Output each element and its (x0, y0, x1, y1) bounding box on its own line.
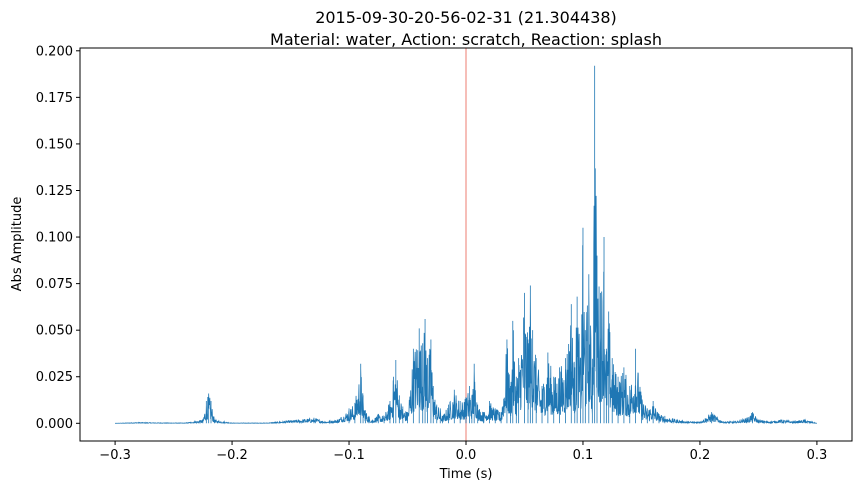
axes: −0.3 −0.2 −0.1 0.0 0.1 0.2 0.3 0.000 0.025 0.050 0… (36, 44, 853, 463)
y-tick-label: 0.200 (36, 44, 73, 59)
y-tick-label: 0.075 (36, 277, 73, 292)
x-tick-label: 0.3 (807, 448, 828, 463)
y-tick-label: 0.175 (36, 91, 73, 106)
x-tick-label: −0.3 (99, 448, 131, 463)
series-line (115, 65, 818, 425)
x-tick-label: 0.0 (456, 448, 477, 463)
y-tick-label: 0.125 (36, 184, 73, 199)
y-tick-label: 0.100 (36, 231, 73, 246)
y-tick-label: 0.150 (36, 137, 73, 152)
y-tick-label: 0.025 (36, 370, 73, 385)
chart-title: 2015-09-30-20-56-02-31 (21.304438) (315, 8, 617, 27)
x-axis-label: Time (s) (439, 467, 493, 482)
chart-subtitle: Material: water, Action: scratch, Reacti… (270, 30, 662, 49)
x-tick-label: −0.1 (333, 448, 365, 463)
y-axis-label: Abs Amplitude (10, 197, 25, 292)
y-tick-label: 0.000 (36, 417, 73, 432)
y-tick-label: 0.050 (36, 324, 73, 339)
x-tick-label: −0.2 (216, 448, 248, 463)
x-tick-label: 0.2 (690, 448, 711, 463)
x-tick-label: 0.1 (573, 448, 594, 463)
plot-area (115, 48, 818, 441)
